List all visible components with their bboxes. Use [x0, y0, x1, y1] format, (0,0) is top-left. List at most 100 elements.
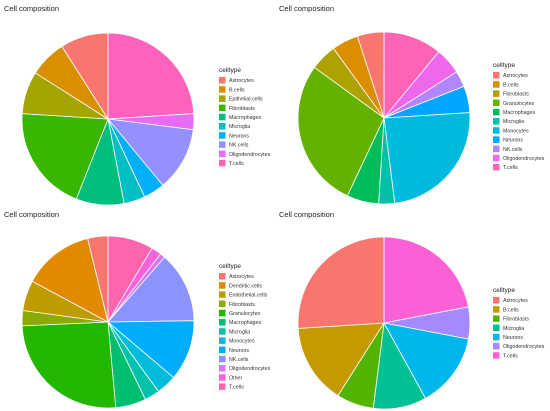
legend-swatch [219, 113, 226, 121]
legend-swatch [219, 141, 226, 148]
legend-label: Granulocytes [229, 311, 261, 317]
legend-swatch [219, 273, 226, 280]
legend-swatch [219, 374, 226, 381]
legend-title: celltype [493, 62, 515, 69]
legend-label: Oligodendrocytes [229, 366, 271, 372]
legend-label: Fibroblasts [503, 92, 529, 98]
legend-label: B.cells [503, 307, 519, 313]
pie-slice-monocytes [383, 112, 471, 204]
legend-label: NK.cells [229, 357, 249, 363]
legend-label: Microglia [229, 124, 250, 130]
legend-label: NK.cells [229, 143, 249, 149]
pie-slice-granulocytes [297, 66, 385, 197]
legend-label: Epithelial.cells [229, 97, 263, 103]
legend-swatch [493, 343, 500, 350]
legend-label: Microglia [503, 119, 524, 125]
legend-label: Oligodendrocytes [229, 152, 271, 158]
legend-label: Monocytes [229, 339, 255, 345]
legend-swatch [219, 346, 226, 354]
legend-title: celltype [493, 287, 515, 294]
legend-swatch [219, 159, 226, 167]
legend-label: Microglia [229, 329, 250, 335]
legend-swatch [219, 104, 226, 112]
legend-label: Fibroblasts [229, 302, 255, 308]
chart-title: Cell composition [4, 210, 59, 219]
legend-label: Neurons [503, 138, 523, 144]
legend-label: Monocytes [503, 128, 529, 134]
legend-label: T.cells [503, 165, 518, 171]
legend-swatch [219, 337, 226, 344]
legend-label: Endothelial.cells [229, 293, 268, 299]
pie-slice-b-cells [297, 322, 385, 397]
legend-swatch [493, 352, 500, 359]
legend-swatch [219, 300, 226, 308]
legend-label: Oligodendrocytes [503, 156, 545, 162]
pie-slice-astrocytes [297, 236, 385, 329]
legend-swatch [493, 145, 500, 153]
legend-swatch [219, 365, 226, 372]
legend-swatch [493, 333, 500, 341]
legend-swatch [219, 319, 226, 326]
legend-swatch [219, 328, 226, 335]
pie-slice-fibroblasts [21, 113, 109, 200]
legend-swatch [493, 297, 500, 304]
legend-swatch [219, 132, 226, 139]
legend-label: Astrocytes [503, 73, 528, 79]
legend-swatch [219, 123, 226, 130]
legend-title: celltype [219, 263, 241, 270]
pie-slice-astrocytes [356, 31, 385, 119]
legend-swatch [219, 383, 226, 390]
legend-label: B.cells [503, 82, 519, 88]
legend-swatch [493, 118, 500, 125]
pie-slice-dendritic-cells [31, 237, 109, 323]
legend-label: T.cells [229, 161, 244, 167]
pie-panel-2: Cell composition celltype Astrocytes B.cell… [275, 0, 550, 205]
legend-title: celltype [219, 67, 241, 74]
legend-swatch [219, 282, 226, 289]
pie-slice-granulocytes [21, 321, 117, 409]
pie-chart-2: Cell composition celltype Astrocytes B.cell… [279, 4, 545, 205]
legend-label: Oligodendrocytes [503, 344, 545, 350]
legend-label: Dendritic.cells [229, 283, 262, 289]
legend-swatch [493, 99, 500, 107]
pie-panel-4: Cell composition celltype Astrocytes B.cell… [275, 206, 550, 411]
legend-swatch [493, 306, 500, 313]
pie-panel-3: Cell composition celltype Astrocytes Dendri… [0, 206, 275, 411]
legend-label: NK.cells [503, 147, 523, 153]
legend-label: Granulocytes [503, 101, 535, 107]
legend-swatch [493, 127, 500, 134]
legend-label: Fibroblasts [503, 317, 529, 323]
legend-label: Fibroblasts [229, 106, 255, 112]
legend-label: B.cells [229, 87, 245, 93]
pie-panel-1: Cell composition celltype Astrocytes B.cell… [0, 0, 275, 206]
legend-swatch [219, 309, 226, 317]
legend-label: Astrocytes [503, 298, 528, 304]
chart-title: Cell composition [4, 4, 59, 13]
legend-swatch [493, 81, 500, 88]
pie-slice-neurons [383, 322, 469, 399]
legend-swatch [219, 150, 226, 158]
pie-slice-t-cells [107, 32, 195, 120]
legend-swatch [493, 315, 500, 322]
pie-chart-4: Cell composition celltype Astrocytes B.cell… [279, 210, 545, 410]
legend-label: Neurons [229, 133, 249, 139]
pie-chart-3: Cell composition celltype Astrocytes Dendri… [4, 210, 271, 409]
pie-chart-1: Cell composition celltype Astrocytes B.cell… [4, 4, 271, 206]
pie-slice-astrocytes [61, 32, 109, 121]
legend-label: Astrocytes [229, 78, 254, 84]
legend-swatch [493, 136, 500, 143]
pie-slice-astrocytes [87, 235, 109, 323]
legend-swatch [219, 291, 226, 298]
legend-swatch [219, 77, 226, 84]
legend-label: Other [229, 375, 242, 381]
legend-label: Neurons [503, 335, 523, 341]
legend-swatch [493, 108, 500, 116]
legend-label: T.cells [229, 385, 244, 391]
legend-label: Neurons [229, 348, 249, 354]
legend-label: Astrocytes [229, 274, 254, 280]
legend-swatch [493, 164, 500, 171]
legend-label: Macrophages [229, 320, 261, 326]
legend-swatch [493, 324, 500, 332]
legend-swatch [493, 90, 500, 97]
legend-swatch [219, 355, 226, 363]
